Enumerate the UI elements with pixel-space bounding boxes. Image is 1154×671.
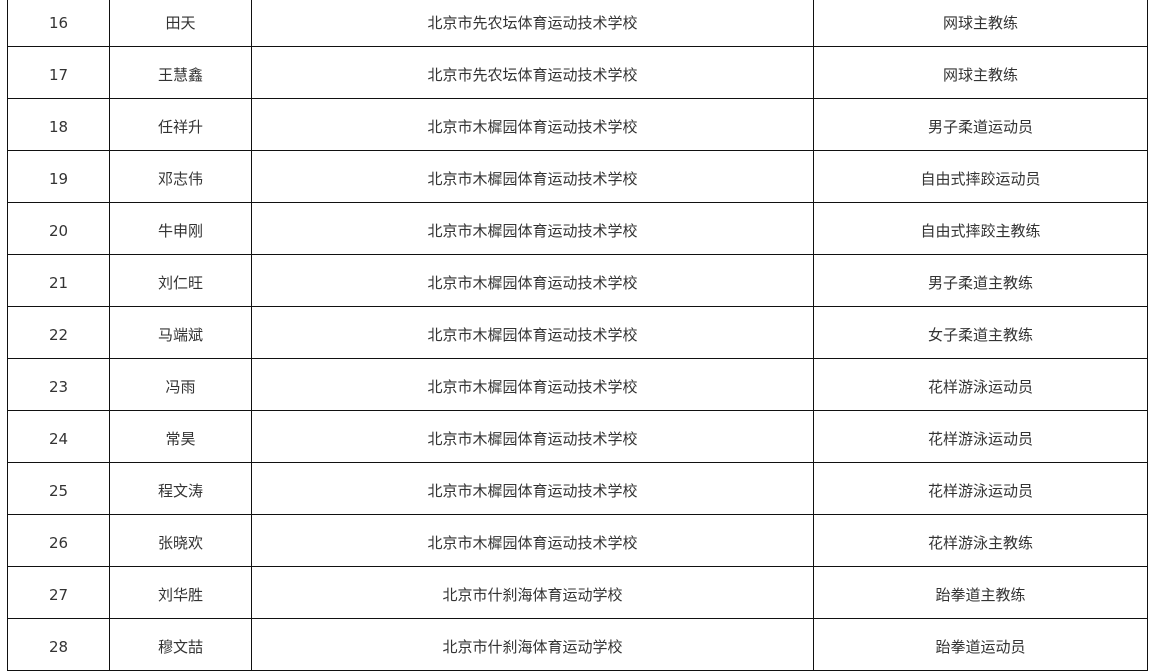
person-name: 马端斌	[109, 306, 252, 359]
person-name: 张晓欢	[109, 514, 252, 567]
person-name: 任祥升	[109, 98, 252, 151]
role-name: 花样游泳主教练	[813, 514, 1148, 567]
person-name: 程文涛	[109, 462, 252, 515]
row-number: 16	[7, 0, 110, 47]
unit-name: 北京市木樨园体育运动技术学校	[251, 514, 814, 567]
unit-name: 北京市木樨园体育运动技术学校	[251, 98, 814, 151]
role-name: 男子柔道运动员	[813, 98, 1148, 151]
table-row: 17 王慧鑫 北京市先农坛体育运动技术学校 网球主教练	[7, 46, 1148, 99]
table-row: 21 刘仁旺 北京市木樨园体育运动技术学校 男子柔道主教练	[7, 254, 1148, 307]
role-name: 花样游泳运动员	[813, 410, 1148, 463]
unit-name: 北京市木樨园体育运动技术学校	[251, 306, 814, 359]
unit-name: 北京市先农坛体育运动技术学校	[251, 0, 814, 47]
unit-name: 北京市木樨园体育运动技术学校	[251, 462, 814, 515]
role-name: 自由式摔跤运动员	[813, 150, 1148, 203]
person-name: 牛申刚	[109, 202, 252, 255]
unit-name: 北京市什刹海体育运动学校	[251, 618, 814, 671]
table-row: 28 穆文喆 北京市什刹海体育运动学校 跆拳道运动员	[7, 618, 1148, 671]
table-row: 19 邓志伟 北京市木樨园体育运动技术学校 自由式摔跤运动员	[7, 150, 1148, 203]
row-number: 28	[7, 618, 110, 671]
unit-name: 北京市木樨园体育运动技术学校	[251, 202, 814, 255]
role-name: 花样游泳运动员	[813, 358, 1148, 411]
unit-name: 北京市先农坛体育运动技术学校	[251, 46, 814, 99]
unit-name: 北京市木樨园体育运动技术学校	[251, 254, 814, 307]
row-number: 19	[7, 150, 110, 203]
role-name: 自由式摔跤主教练	[813, 202, 1148, 255]
person-name: 王慧鑫	[109, 46, 252, 99]
role-name: 网球主教练	[813, 0, 1148, 47]
role-name: 网球主教练	[813, 46, 1148, 99]
row-number: 27	[7, 566, 110, 619]
table-row: 18 任祥升 北京市木樨园体育运动技术学校 男子柔道运动员	[7, 98, 1148, 151]
role-name: 男子柔道主教练	[813, 254, 1148, 307]
unit-name: 北京市木樨园体育运动技术学校	[251, 358, 814, 411]
table-row: 23 冯雨 北京市木樨园体育运动技术学校 花样游泳运动员	[7, 358, 1148, 411]
unit-name: 北京市什刹海体育运动学校	[251, 566, 814, 619]
person-name: 邓志伟	[109, 150, 252, 203]
table-row: 22 马端斌 北京市木樨园体育运动技术学校 女子柔道主教练	[7, 306, 1148, 359]
row-number: 20	[7, 202, 110, 255]
role-name: 花样游泳运动员	[813, 462, 1148, 515]
row-number: 26	[7, 514, 110, 567]
person-name: 刘仁旺	[109, 254, 252, 307]
table-row: 16 田天 北京市先农坛体育运动技术学校 网球主教练	[7, 0, 1148, 47]
role-name: 跆拳道主教练	[813, 566, 1148, 619]
unit-name: 北京市木樨园体育运动技术学校	[251, 410, 814, 463]
row-number: 25	[7, 462, 110, 515]
role-name: 女子柔道主教练	[813, 306, 1148, 359]
person-name: 田天	[109, 0, 252, 47]
personnel-table: 16 田天 北京市先农坛体育运动技术学校 网球主教练 17 王慧鑫 北京市先农坛体育运动技术…	[7, 0, 1148, 671]
row-number: 21	[7, 254, 110, 307]
table-row: 24 常昊 北京市木樨园体育运动技术学校 花样游泳运动员	[7, 410, 1148, 463]
person-name: 冯雨	[109, 358, 252, 411]
row-number: 18	[7, 98, 110, 151]
person-name: 常昊	[109, 410, 252, 463]
row-number: 23	[7, 358, 110, 411]
table-row: 26 张晓欢 北京市木樨园体育运动技术学校 花样游泳主教练	[7, 514, 1148, 567]
person-name: 穆文喆	[109, 618, 252, 671]
row-number: 17	[7, 46, 110, 99]
table-row: 20 牛申刚 北京市木樨园体育运动技术学校 自由式摔跤主教练	[7, 202, 1148, 255]
role-name: 跆拳道运动员	[813, 618, 1148, 671]
table-row: 27 刘华胜 北京市什刹海体育运动学校 跆拳道主教练	[7, 566, 1148, 619]
unit-name: 北京市木樨园体育运动技术学校	[251, 150, 814, 203]
person-name: 刘华胜	[109, 566, 252, 619]
row-number: 24	[7, 410, 110, 463]
row-number: 22	[7, 306, 110, 359]
table-row: 25 程文涛 北京市木樨园体育运动技术学校 花样游泳运动员	[7, 462, 1148, 515]
